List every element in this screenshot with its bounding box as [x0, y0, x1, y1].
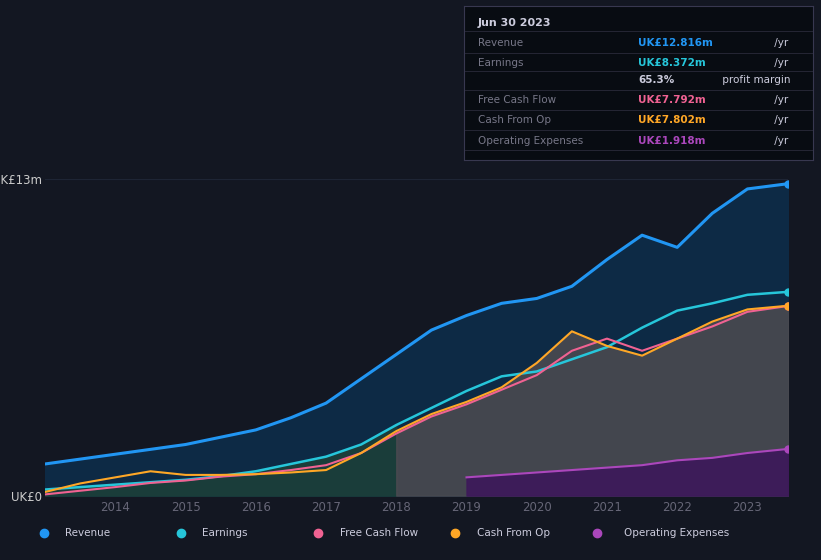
- Text: Jun 30 2023: Jun 30 2023: [478, 17, 552, 27]
- Text: Earnings: Earnings: [203, 529, 248, 538]
- Text: profit margin: profit margin: [718, 74, 790, 85]
- Text: /yr: /yr: [771, 58, 788, 68]
- Text: Free Cash Flow: Free Cash Flow: [478, 95, 556, 105]
- Text: UK£12.816m: UK£12.816m: [639, 38, 713, 48]
- Text: Revenue: Revenue: [66, 529, 111, 538]
- Text: Cash From Op: Cash From Op: [477, 529, 550, 538]
- Text: Free Cash Flow: Free Cash Flow: [340, 529, 418, 538]
- Text: /yr: /yr: [771, 136, 788, 146]
- Text: UK£7.792m: UK£7.792m: [639, 95, 706, 105]
- Text: Operating Expenses: Operating Expenses: [624, 529, 730, 538]
- Text: UK£7.802m: UK£7.802m: [639, 115, 706, 124]
- Text: Earnings: Earnings: [478, 58, 523, 68]
- Text: Revenue: Revenue: [478, 38, 523, 48]
- Text: UK£1.918m: UK£1.918m: [639, 136, 706, 146]
- Text: /yr: /yr: [771, 38, 788, 48]
- Text: /yr: /yr: [771, 115, 788, 124]
- Text: Cash From Op: Cash From Op: [478, 115, 551, 124]
- Text: Operating Expenses: Operating Expenses: [478, 136, 583, 146]
- Text: /yr: /yr: [771, 95, 788, 105]
- Text: 65.3%: 65.3%: [639, 74, 675, 85]
- Text: UK£8.372m: UK£8.372m: [639, 58, 706, 68]
